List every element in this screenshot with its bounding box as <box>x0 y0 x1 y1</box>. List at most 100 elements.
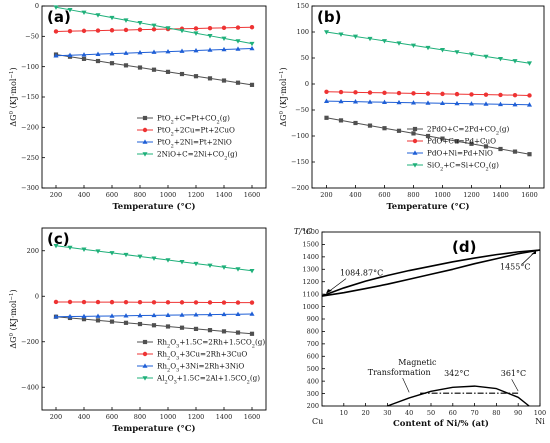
data-point <box>440 136 445 141</box>
data-point <box>221 265 227 270</box>
y-tick-label: −150 <box>21 93 39 101</box>
x-tick-label: 30 <box>383 409 391 417</box>
data-point <box>381 99 388 104</box>
data-point <box>165 258 171 263</box>
series-2 <box>53 25 255 34</box>
y-tick-label: 300 <box>307 390 319 398</box>
plot-frame <box>311 5 545 189</box>
data-point <box>439 48 446 53</box>
arrowhead-ni <box>531 250 536 255</box>
legend-item-label: PdO+Cu=Pd+CuO <box>427 137 496 146</box>
y-tick-label: −100 <box>21 63 39 71</box>
data-point <box>179 260 185 265</box>
y-tick-label: 1500 <box>302 241 319 249</box>
legend: Rh2O3+1.5C=2Rh+1.5CO2(g)Rh2O3+3Cu=2Rh+3C… <box>137 338 265 386</box>
data-point <box>179 312 185 317</box>
data-point <box>193 300 199 305</box>
data-point <box>235 267 241 272</box>
data-point <box>367 123 373 128</box>
data-point <box>221 300 227 305</box>
data-point <box>137 50 143 55</box>
y-tick-label: 1200 <box>302 278 319 286</box>
data-point <box>396 99 402 105</box>
data-point <box>137 254 143 260</box>
y-tick-label: −200 <box>21 124 39 132</box>
plot-frame <box>321 231 541 407</box>
data-point <box>109 61 115 66</box>
data-point <box>249 300 255 305</box>
x-tick-label: 80 <box>492 409 500 417</box>
data-point <box>151 323 157 328</box>
y-tick-label: 1600 <box>302 228 319 236</box>
legend-item-label: 2NiO+C=2Ni+CO2(g) <box>157 150 238 162</box>
series-2 <box>324 89 532 98</box>
data-point <box>207 328 213 333</box>
data-point <box>221 46 227 52</box>
data-point <box>207 47 213 52</box>
data-point <box>123 50 129 55</box>
data-point <box>207 34 213 39</box>
data-point <box>137 321 143 327</box>
y-tick-label: 200 <box>27 247 39 255</box>
phase-boundary-liquidus <box>321 249 541 297</box>
annotation-magnetic: Magnetic <box>398 358 437 367</box>
data-point <box>179 71 185 77</box>
data-point <box>95 249 101 254</box>
data-point <box>137 27 143 32</box>
data-point <box>95 13 101 18</box>
data-point <box>207 311 213 317</box>
data-point <box>235 39 241 44</box>
data-point <box>95 28 101 33</box>
data-point <box>179 300 185 305</box>
panel-b: 200 400 600 800 1000 1200 1400 1600 150 100 50 0 −50… <box>279 2 545 212</box>
data-point <box>165 324 171 329</box>
data-point <box>151 27 157 32</box>
x-end-label-cu: Cu <box>312 417 323 426</box>
y-tick-label: 100 <box>297 28 309 36</box>
data-point <box>109 313 115 318</box>
data-point <box>468 52 475 57</box>
x-tick-label: 60 <box>449 409 457 417</box>
x-tick-label: 1000 <box>160 413 177 421</box>
x-tick-label: 600 <box>106 413 118 421</box>
legend-marker <box>412 138 418 144</box>
data-point <box>367 36 373 42</box>
data-point <box>411 91 416 96</box>
x-tick-label: 400 <box>349 191 361 199</box>
data-point <box>353 90 358 95</box>
data-point <box>498 92 503 98</box>
y-tick-label: −50 <box>25 33 39 41</box>
data-point <box>221 311 227 317</box>
data-point <box>249 45 255 51</box>
data-point <box>165 26 171 31</box>
data-point <box>338 118 344 123</box>
data-point <box>469 92 474 97</box>
data-point <box>396 41 402 46</box>
data-point <box>165 300 171 305</box>
series-1 <box>324 115 532 157</box>
data-point <box>67 52 73 58</box>
x-tick-label: 100 <box>534 409 546 417</box>
data-point <box>512 59 518 64</box>
data-point <box>512 149 518 154</box>
data-point <box>527 93 532 98</box>
legend-marker <box>142 351 148 357</box>
x-tick-label: 40 <box>405 409 413 417</box>
x-tick-label: 1000 <box>160 191 177 199</box>
x-tick-label: 400 <box>78 191 90 199</box>
data-point <box>123 27 129 33</box>
data-point <box>249 311 255 316</box>
data-point <box>81 28 87 34</box>
data-point <box>526 61 533 66</box>
y-tick-label: 0 <box>305 80 309 88</box>
y-tick-label: 1400 <box>302 253 319 261</box>
x-tick-label: 1600 <box>244 413 261 421</box>
data-point <box>207 25 213 31</box>
data-point <box>411 131 416 136</box>
data-point <box>353 120 358 126</box>
data-point <box>235 330 241 335</box>
annotation-361: 361°C <box>501 369 526 378</box>
data-point <box>123 313 129 318</box>
legend-item-label: SiO2+C=Si+CO2(g) <box>427 161 499 173</box>
x-tick-label: 600 <box>378 191 390 199</box>
